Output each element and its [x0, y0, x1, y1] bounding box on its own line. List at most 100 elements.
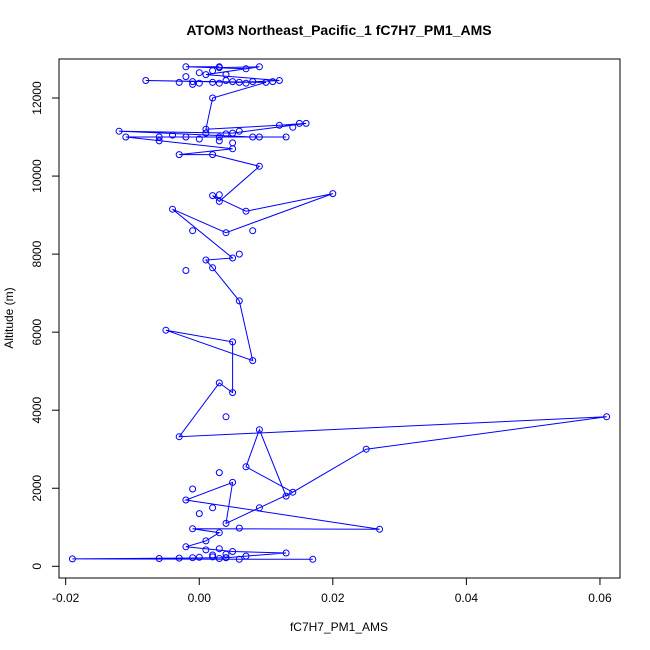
data-point [255, 426, 263, 434]
data-point [189, 525, 197, 533]
data-point [249, 227, 257, 235]
data-point [195, 553, 203, 561]
data-point [215, 197, 223, 205]
data-point [209, 504, 217, 512]
data-point [289, 488, 297, 496]
x-tick-label: 0.02 [321, 591, 345, 605]
data-point [155, 137, 163, 145]
y-tick-label: 0 [30, 563, 44, 570]
data-point [215, 191, 223, 199]
data-point [222, 550, 230, 558]
data-point [195, 79, 203, 87]
data-point [155, 555, 163, 562]
data-point [209, 67, 217, 75]
data-point [202, 546, 210, 554]
data-point [169, 131, 176, 139]
data-point [309, 555, 317, 563]
data-point [215, 545, 223, 553]
data-point [295, 119, 303, 127]
y-tick-label: 6000 [30, 318, 44, 345]
data-point [175, 554, 183, 562]
data-point [209, 78, 217, 86]
chart-title: ATOM3 Northeast_Pacific_1 fC7H7_PM1_AMS [186, 22, 491, 38]
y-axis-label: Altitude (m) [2, 287, 16, 348]
data-point [329, 190, 337, 198]
data-point [249, 78, 257, 86]
data-point [209, 553, 217, 561]
data-point [249, 357, 257, 365]
data-point [255, 133, 263, 141]
data-point [215, 555, 223, 562]
data-point [222, 229, 230, 237]
data-point [255, 63, 263, 71]
data-point [182, 496, 190, 504]
data-point [182, 543, 190, 551]
data-point [202, 125, 210, 133]
data-point [122, 133, 130, 141]
data-point [229, 78, 237, 86]
data-point [162, 326, 170, 334]
data-point [209, 151, 217, 159]
data-point [189, 78, 197, 86]
data-point [182, 133, 190, 141]
data-point [222, 413, 230, 421]
data-point [175, 433, 183, 441]
data-point [275, 121, 283, 129]
data-point [282, 133, 290, 141]
data-point [195, 135, 203, 143]
data-point [68, 555, 76, 563]
x-axis: -0.02 0.00 0.02 0.04 0.06 [52, 577, 612, 605]
data-point [142, 77, 150, 84]
y-tick-label: 8000 [30, 240, 44, 267]
data-point [242, 65, 250, 73]
data-point [202, 537, 210, 545]
data-point [215, 379, 223, 387]
x-tick-label: 0.06 [588, 591, 612, 605]
data-point [195, 510, 203, 518]
data-point [235, 297, 243, 305]
data-point [242, 552, 250, 560]
data-point [242, 79, 250, 87]
series-line [72, 66, 607, 560]
data-point [255, 162, 263, 170]
data-point [215, 469, 223, 477]
data-point [229, 129, 237, 137]
data-point [209, 264, 217, 272]
data-point [169, 205, 176, 213]
data-point [229, 389, 237, 397]
data-point [209, 551, 217, 559]
data-point [175, 78, 183, 86]
data-point [222, 554, 230, 562]
data-point [229, 338, 237, 346]
x-axis-label: fC7H7_PM1_AMS [290, 620, 388, 634]
data-point [215, 529, 223, 537]
y-tick-label: 12000 [30, 81, 44, 115]
data-point [282, 549, 290, 557]
data-point [215, 63, 223, 71]
data-point [189, 485, 197, 493]
data-point [215, 137, 223, 145]
data-point [222, 519, 230, 527]
data-point [376, 525, 384, 533]
data-point [302, 119, 310, 127]
data-point [202, 71, 210, 79]
y-tick-label: 10000 [30, 159, 44, 193]
x-tick-label: 0.00 [188, 591, 212, 605]
data-point [289, 123, 297, 131]
data-point [229, 478, 237, 486]
data-point [362, 445, 370, 453]
data-point [262, 78, 270, 86]
data-point [182, 63, 190, 71]
data-point [189, 554, 197, 562]
data-point [182, 267, 190, 274]
data-point [229, 548, 237, 555]
data-point [115, 127, 123, 135]
data-point [235, 555, 243, 563]
data-point [242, 463, 250, 471]
y-tick-label: 2000 [30, 475, 44, 502]
x-tick-label: -0.02 [52, 591, 80, 605]
data-point [229, 254, 237, 262]
data-point [189, 227, 197, 235]
data-point [202, 129, 210, 137]
